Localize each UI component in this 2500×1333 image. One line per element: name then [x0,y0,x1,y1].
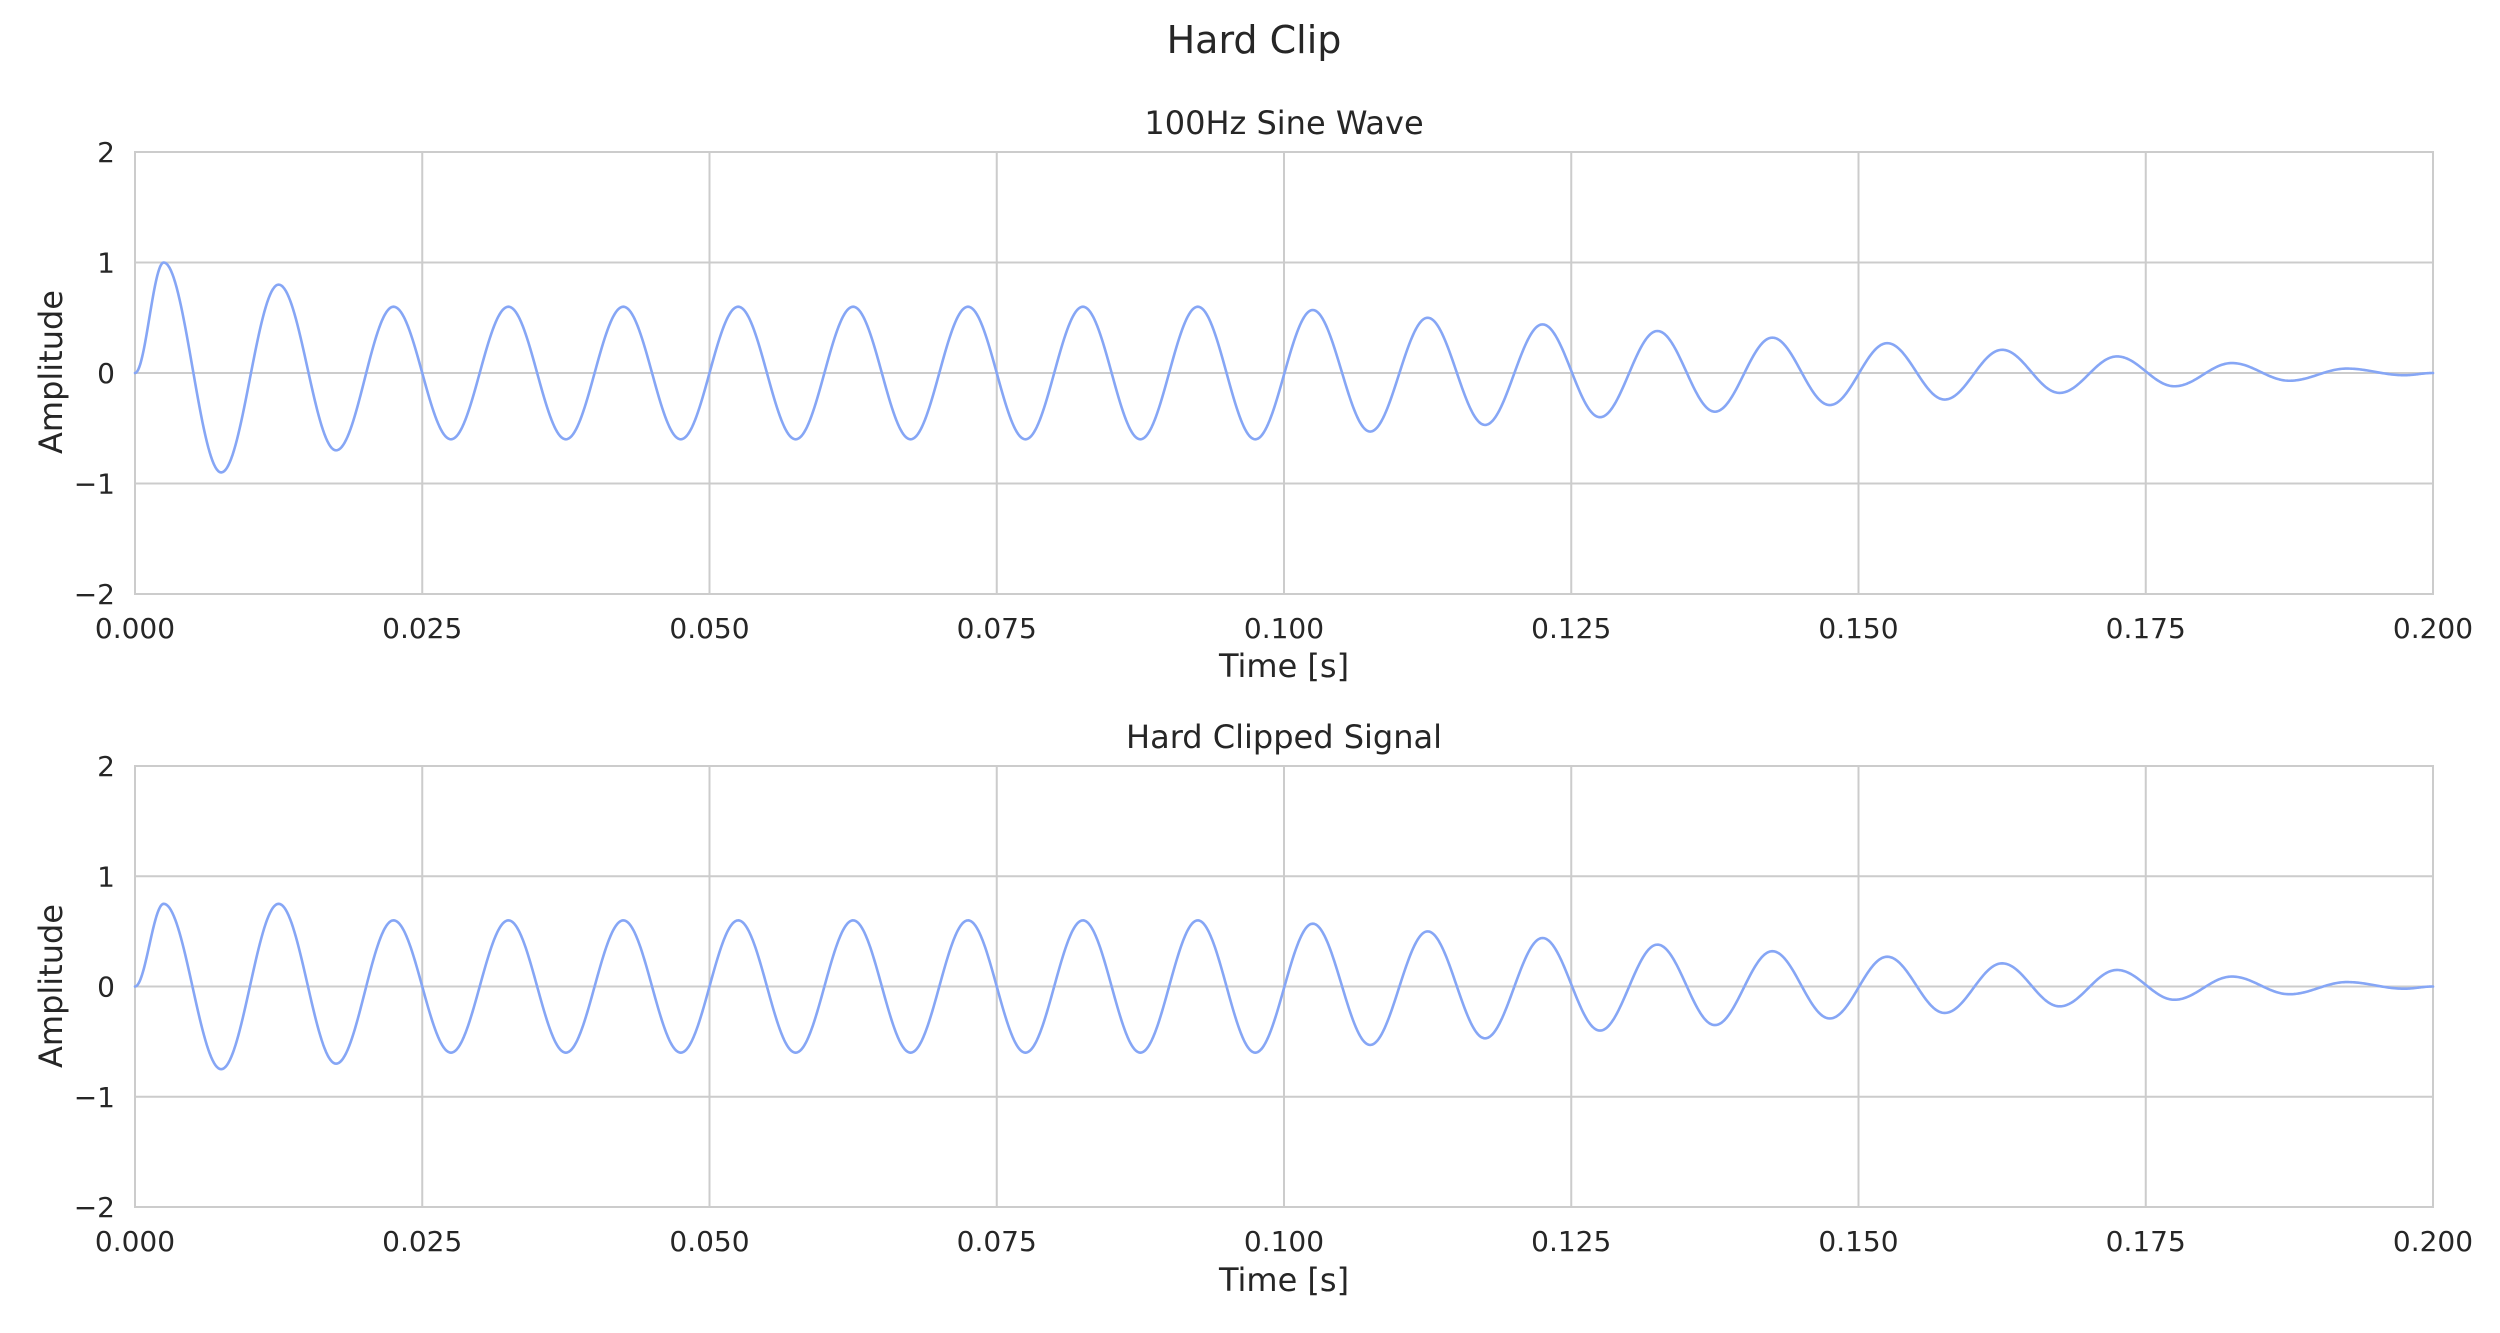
sine-wave-line [133,261,2435,474]
tick-labels: 0.000 0.025 0.050 0.075 0.100 0.125 0.150 0.175… [74,136,2473,645]
x-tick-label: 0.100 [1244,1225,1324,1258]
x-axis-label: Time [s] [1218,1261,1349,1299]
y-tick-label: −1 [74,1081,115,1114]
x-tick-label: 0.200 [2393,1225,2473,1258]
y-tick-label: −2 [74,578,115,611]
x-tick-label: 0.125 [1531,1225,1611,1258]
y-tick-label: 1 [97,860,115,893]
x-tick-label: 0.200 [2393,612,2473,645]
tick-labels: 0.000 0.025 0.050 0.075 0.100 0.125 0.150 0.175… [74,750,2473,1258]
y-tick-label: 2 [97,750,115,783]
x-tick-label: 0.125 [1531,612,1611,645]
x-axis-label: Time [s] [1218,647,1349,685]
y-axis-label: Amplitude [32,904,70,1068]
x-tick-label: 0.050 [669,612,749,645]
x-tick-label: 0.000 [95,612,175,645]
subplot-title: Hard Clipped Signal [1126,718,1442,756]
y-axis-label: Amplitude [32,290,70,454]
y-tick-label: 0 [97,357,115,390]
x-tick-label: 0.175 [2106,612,2186,645]
x-tick-label: 0.075 [957,1225,1037,1258]
clipped-signal-line [133,902,2435,1071]
x-tick-label: 0.150 [1818,1225,1898,1258]
x-tick-label: 0.150 [1818,612,1898,645]
x-tick-label: 0.050 [669,1225,749,1258]
x-tick-label: 0.100 [1244,612,1324,645]
x-tick-label: 0.075 [957,612,1037,645]
x-tick-label: 0.175 [2106,1225,2186,1258]
subplot-title: 100Hz Sine Wave [1144,104,1423,142]
y-tick-label: −1 [74,468,115,501]
y-tick-label: 0 [97,971,115,1004]
y-tick-label: −2 [74,1191,115,1224]
y-tick-label: 1 [97,247,115,280]
subplot-hard-clipped: Hard Clipped Signal Time [s] Amplitude 0… [32,718,2473,1299]
subplot-sine-wave: 100Hz Sine Wave Time [s] Amplitude 0.000… [32,104,2473,685]
x-tick-label: 0.025 [382,1225,462,1258]
x-tick-label: 0.000 [95,1225,175,1258]
y-tick-label: 2 [97,136,115,169]
x-tick-label: 0.025 [382,612,462,645]
figure-title: Hard Clip [1167,18,1342,62]
